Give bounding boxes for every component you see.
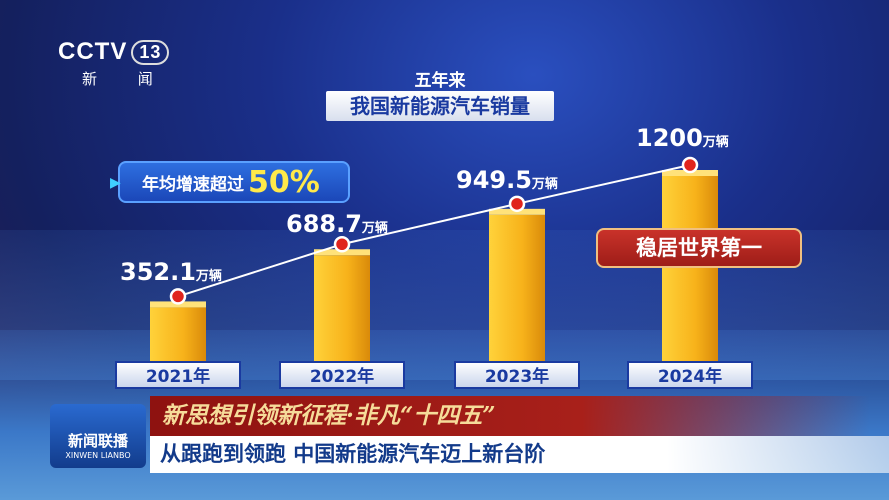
bar (662, 176, 718, 362)
data-point (169, 288, 187, 305)
rank-callout: 稳居世界第一 (596, 228, 802, 268)
bar (489, 214, 545, 362)
year-label-box (115, 361, 241, 389)
trend-line (177, 164, 691, 298)
data-point (681, 156, 699, 174)
data-point (508, 195, 526, 213)
growth-value: 50% (248, 164, 320, 200)
channel-number: 13 (131, 39, 170, 65)
year-label-box (627, 361, 753, 389)
bar (150, 307, 206, 362)
growth-label: 年均增速超过 (142, 174, 244, 195)
program-logo-en: XINWEN LIANBO (65, 451, 131, 460)
cctv-logo-text: CCTV (58, 38, 128, 65)
program-logo-cn: 新闻联播 (67, 432, 128, 450)
triangle-icon: ▶ (110, 175, 121, 191)
year-label-box (454, 361, 580, 389)
chart-subtitle: 我国新能源汽车销量 (326, 91, 554, 121)
growth-callout: ▶ 年均增速超过 50% (110, 161, 350, 203)
year-label: 2024年 (658, 366, 722, 387)
year-label: 2023年 (485, 366, 549, 387)
year-label-box (279, 361, 405, 389)
value-label: 352.1万辆 (120, 258, 222, 286)
year-label: 2021年 (146, 366, 210, 387)
series-title: 新思想引领新征程·非凡“十四五” (150, 396, 870, 436)
year-label: 2022年 (310, 366, 374, 387)
channel-name: 新 闻 (82, 70, 171, 88)
headline: 从跟跑到领跑 中国新能源汽车迈上新台阶 (150, 436, 889, 473)
value-label: 688.7万辆 (286, 210, 388, 238)
data-point (333, 236, 351, 253)
xinwen-lianbo-logo: 新闻联播 XINWEN LIANBO (50, 404, 146, 468)
value-label: 1200万辆 (636, 124, 729, 152)
bar (314, 255, 370, 362)
cctv13-logo: CCTV 13 新 闻 (58, 38, 171, 89)
chart-title: 五年来 (414, 71, 466, 91)
value-label: 949.5万辆 (456, 166, 558, 194)
